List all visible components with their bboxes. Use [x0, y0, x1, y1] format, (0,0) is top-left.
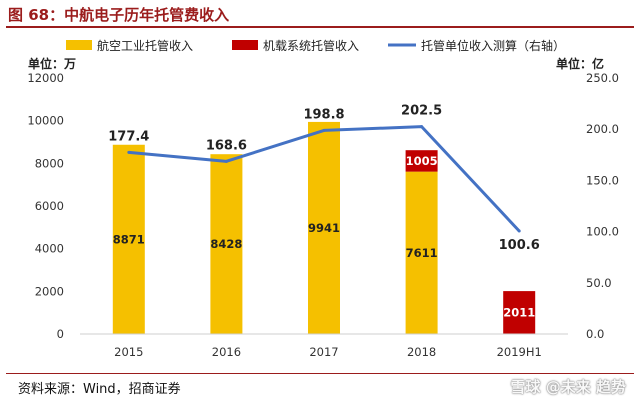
x-axis-tick: 2019H1 — [497, 345, 542, 359]
line-data-label: 177.4 — [108, 129, 149, 144]
left-axis-tick: 12000 — [27, 71, 64, 85]
left-axis-tick: 4000 — [35, 242, 64, 256]
bar-data-label: 9941 — [308, 221, 340, 235]
left-axis-tick: 10000 — [27, 114, 64, 128]
right-axis-unit: 单位：亿 — [556, 56, 604, 71]
watermark: 雪球 @未来 趋势 — [510, 378, 626, 396]
x-axis: 2015 2016 2017 2018 2019H1 — [80, 333, 568, 359]
legend-label: 航空工业托管收入 — [97, 38, 193, 53]
line-point — [127, 150, 131, 154]
line-point — [224, 159, 228, 163]
legend: 航空工业托管收入 机载系统托管收入 托管单位收入测算（右轴） — [66, 38, 565, 53]
line-data-label: 202.5 — [401, 104, 442, 119]
line-point — [420, 125, 424, 129]
line-data-label: 100.6 — [499, 238, 540, 253]
bar — [210, 154, 243, 334]
bar-data-label: 1005 — [406, 154, 438, 168]
footer-rule — [6, 373, 634, 374]
legend-swatch-bar — [232, 40, 258, 50]
bars: 8871 8428 9941 7611 1005 2011 — [112, 121, 536, 335]
x-axis-tick: 2015 — [114, 345, 143, 359]
left-axis-unit: 单位：万 — [28, 56, 76, 71]
right-axis: 单位：亿 0.0 50.0 100.0 150.0 200.0 250.0 — [556, 56, 619, 341]
bar — [405, 171, 438, 334]
title-rule — [6, 26, 634, 28]
bar-data-label: 7611 — [406, 246, 438, 260]
left-axis-tick: 8000 — [35, 156, 64, 170]
line-data-label: 168.6 — [206, 138, 247, 153]
right-axis-tick: 0.0 — [586, 327, 604, 341]
left-axis-tick: 0 — [57, 327, 64, 341]
line-point — [322, 128, 326, 132]
x-axis-tick: 2017 — [309, 345, 338, 359]
left-axis-tick: 6000 — [35, 199, 64, 213]
right-axis-tick: 100.0 — [586, 225, 619, 239]
right-axis-tick: 250.0 — [586, 71, 619, 85]
source-note: 资料来源：Wind，招商证券 — [18, 382, 181, 397]
x-axis-tick: 2016 — [212, 345, 241, 359]
right-axis-tick: 150.0 — [586, 173, 619, 187]
legend-label: 托管单位收入测算（右轴） — [421, 38, 565, 53]
legend-label: 机载系统托管收入 — [263, 38, 359, 53]
bar — [308, 121, 340, 335]
bar-data-label: 8871 — [113, 232, 145, 246]
bar — [405, 150, 438, 172]
x-axis-tick: 2018 — [407, 345, 436, 359]
bar — [112, 144, 145, 334]
right-axis-tick: 50.0 — [586, 276, 612, 290]
left-axis: 单位：万 0 2000 4000 6000 8000 10000 12000 — [27, 56, 76, 341]
line-series: 177.4 168.6 198.8 202.5 100.6 — [108, 104, 540, 253]
bar-data-label: 8428 — [210, 237, 242, 251]
bar — [503, 291, 536, 334]
chart-title: 图 68：中航电子历年托管费收入 — [8, 6, 230, 24]
line-point — [517, 229, 521, 233]
line-data-label: 198.8 — [303, 107, 344, 122]
legend-swatch-bar — [66, 40, 92, 50]
left-axis-tick: 2000 — [35, 284, 64, 298]
bar-data-label: 2011 — [503, 306, 535, 320]
right-axis-tick: 200.0 — [586, 122, 619, 136]
